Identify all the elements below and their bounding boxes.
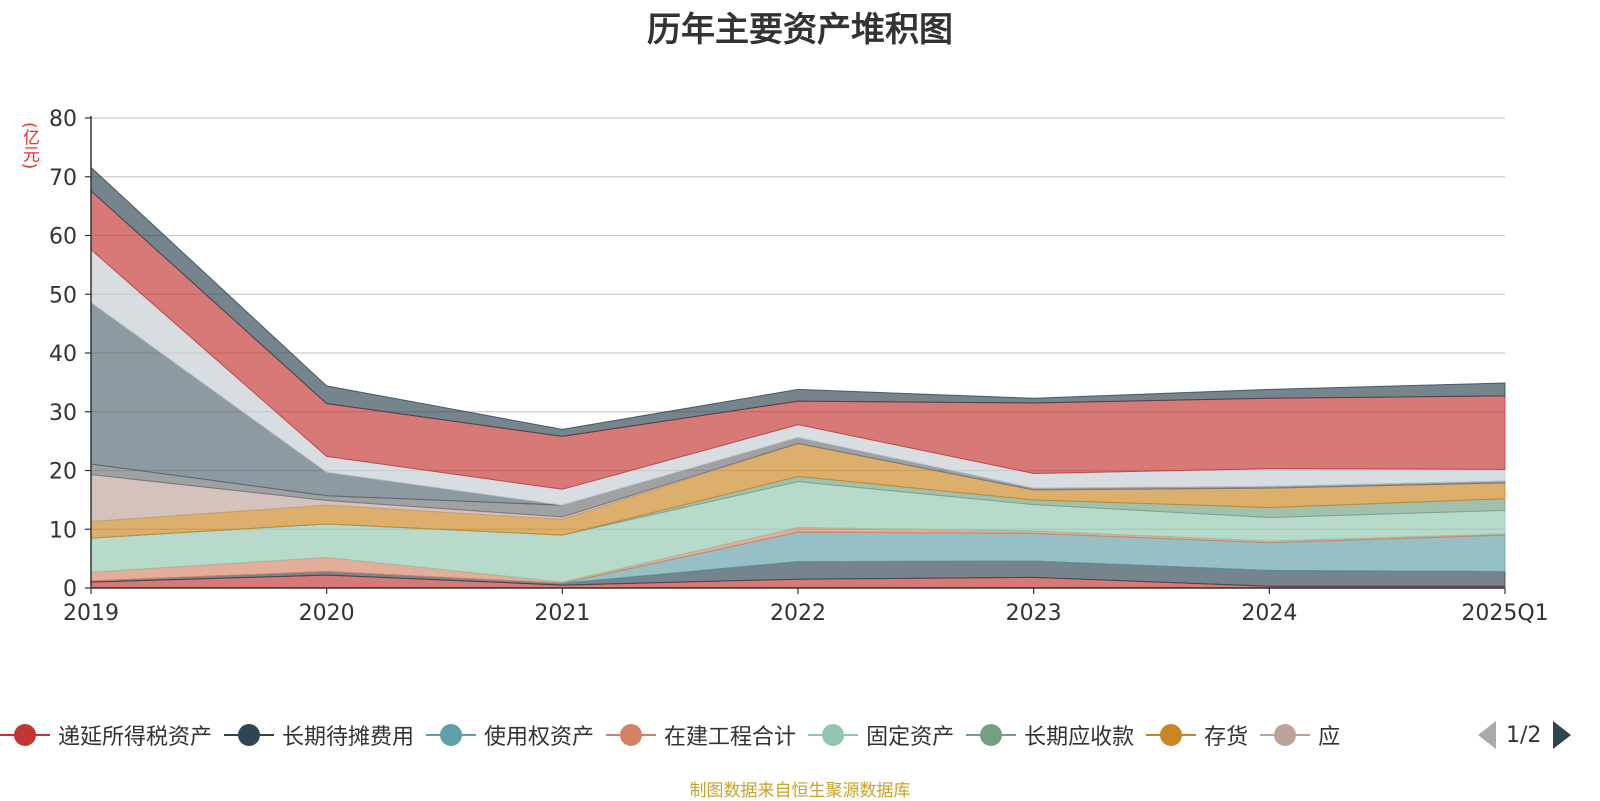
legend-marker-icon <box>0 723 50 747</box>
legend-page-indicator: 1/2 <box>1506 722 1542 748</box>
legend-label: 使用权资产 <box>484 725 595 750</box>
y-axis-tick-label: 50 <box>49 283 77 308</box>
legend-item[interactable]: 存货 <box>1146 715 1248 755</box>
y-axis-unit-label: (亿元) <box>19 122 39 170</box>
x-axis-tick-label: 2019 <box>63 601 119 626</box>
legend-marker-icon <box>606 723 657 747</box>
legend-label: 固定资产 <box>866 725 955 750</box>
legend-label: 应 <box>1318 725 1341 750</box>
x-axis-tick-label: 2024 <box>1241 601 1297 626</box>
legend: 递延所得税资产 长期待摊费用 使用权资产 在建工程合计 固定资产 长期应收款 存货 应 1/2 <box>0 715 1600 755</box>
legend-label: 递延所得税资产 <box>58 725 213 750</box>
x-axis-tick-label: 2023 <box>1006 601 1062 626</box>
stacked-area-chart: 0 10 20 30 40 50 60 70 80 2019 2020 2021 2022 2023 202… <box>49 107 1549 626</box>
y-axis-tick-label: 10 <box>49 518 77 543</box>
area-series-12 <box>90 166 1506 437</box>
legend-viewport: 递延所得税资产 长期待摊费用 使用权资产 在建工程合计 固定资产 长期应收款 存货 应 <box>0 715 1480 755</box>
y-axis-tick-label: 0 <box>63 577 77 602</box>
y-axis-tick-label: 60 <box>49 225 77 250</box>
legend-label: 在建工程合计 <box>664 725 797 750</box>
legend-label: 长期待摊费用 <box>282 725 415 750</box>
legend-item[interactable]: 应 <box>1260 715 1340 755</box>
chart-title: 历年主要资产堆积图 <box>647 10 953 50</box>
x-axis-tick-label: 2021 <box>534 601 590 626</box>
legend-pager: 1/2 <box>1478 715 1572 755</box>
legend-item[interactable]: 使用权资产 <box>426 715 594 755</box>
x-axis-tick-label: 2025Q1 <box>1461 601 1548 626</box>
legend-marker-icon <box>426 723 477 747</box>
legend-label: 长期应收款 <box>1024 725 1135 750</box>
legend-marker-icon <box>1146 723 1197 747</box>
legend-item[interactable]: 在建工程合计 <box>606 715 796 755</box>
legend-item[interactable]: 递延所得税资产 <box>0 715 212 755</box>
legend-prev-page-icon[interactable] <box>1478 721 1496 749</box>
y-axis-tick-label: 80 <box>49 107 77 132</box>
y-axis-tick-label: 40 <box>49 342 77 367</box>
legend-next-page-icon[interactable] <box>1553 721 1572 749</box>
y-axis-tick-label: 20 <box>49 460 77 485</box>
y-axis-tick-label: 30 <box>49 401 77 426</box>
legend-item[interactable]: 长期应收款 <box>966 715 1134 755</box>
x-axis-tick-label: 2022 <box>770 601 826 626</box>
area-layers <box>90 166 1506 589</box>
legend-marker-icon <box>966 723 1017 747</box>
legend-label: 存货 <box>1204 725 1249 750</box>
legend-marker-icon <box>808 723 859 747</box>
legend-marker-icon <box>224 723 275 747</box>
legend-row: 递延所得税资产 长期待摊费用 使用权资产 在建工程合计 固定资产 长期应收款 存货 应 <box>0 715 1352 755</box>
legend-item[interactable]: 长期待摊费用 <box>224 715 414 755</box>
legend-item[interactable]: 固定资产 <box>808 715 954 755</box>
x-axis-tick-label: 2020 <box>299 601 355 626</box>
data-source-note: 制图数据来自恒生聚源数据库 <box>689 781 911 801</box>
legend-marker-icon <box>1260 723 1311 747</box>
y-axis-tick-label: 70 <box>49 166 77 191</box>
